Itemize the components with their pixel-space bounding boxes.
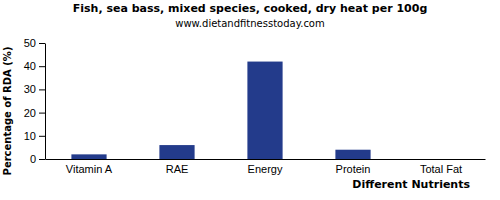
bar (247, 62, 282, 159)
x-tick: Vitamin A (66, 163, 113, 175)
x-axis-line (46, 159, 486, 160)
y-tick: 40 (24, 60, 45, 72)
y-tick-label: 50 (24, 37, 36, 49)
y-tick-label: 10 (24, 130, 36, 142)
bar (159, 145, 194, 159)
y-axis-title: Percentage of RDA (%) (2, 47, 13, 176)
y-tick-mark (39, 159, 45, 160)
y-tick-mark (39, 43, 45, 44)
y-tick: 0 (30, 153, 45, 165)
y-tick-label: 30 (24, 83, 36, 95)
y-tick: 30 (24, 83, 45, 95)
bar (335, 150, 370, 159)
y-tick: 10 (24, 130, 45, 142)
y-tick-label: 0 (30, 153, 36, 165)
y-tick: 20 (24, 107, 45, 119)
x-tick-label: Protein (336, 163, 371, 175)
subtitle: www.dietandfitnesstoday.com (175, 18, 324, 29)
x-tick: Total Fat (420, 163, 462, 175)
y-tick: 50 (24, 37, 45, 49)
y-axis-line (45, 44, 46, 160)
x-tick: Energy (248, 163, 283, 175)
y-tick-mark (39, 89, 45, 90)
bar (423, 159, 458, 160)
x-axis-title: Different Nutrients (352, 178, 470, 191)
y-tick-mark (39, 136, 45, 137)
bar (71, 154, 106, 159)
x-tick-label: RAE (166, 163, 189, 175)
x-axis: Vitamin A RAE Energy Protein Total Fat (46, 160, 486, 175)
chart: 0 10 20 30 40 50 Vitamin A RAE Energy Protein Tota… (0, 0, 500, 200)
y-tick-mark (39, 113, 45, 114)
x-tick: RAE (166, 163, 189, 175)
title: Fish, sea bass, mixed species, cooked, d… (73, 2, 428, 15)
bars (71, 62, 370, 159)
x-tick-label: Energy (248, 163, 283, 175)
plot: 0 10 20 30 40 50 Vitamin A RAE Energy Protein Tota… (24, 37, 486, 175)
x-tick-label: Total Fat (420, 163, 462, 175)
x-tick-label: Vitamin A (66, 163, 113, 175)
y-tick-mark (39, 66, 45, 67)
y-axis: 0 10 20 30 40 50 (24, 37, 46, 165)
y-tick-label: 40 (24, 60, 36, 72)
x-tick: Protein (336, 163, 371, 175)
y-tick-label: 20 (24, 107, 36, 119)
